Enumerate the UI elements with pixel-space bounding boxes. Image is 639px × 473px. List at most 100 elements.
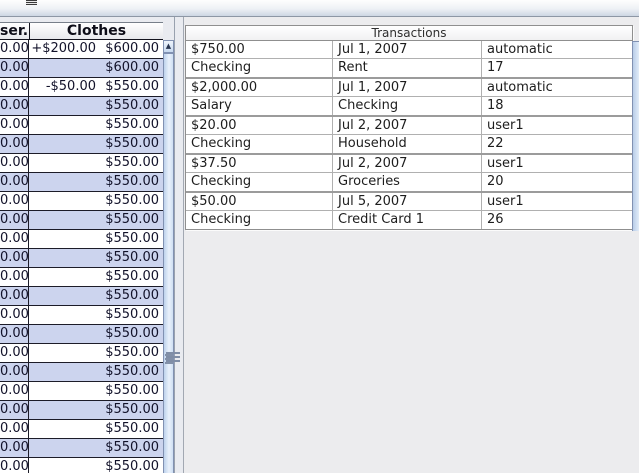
date-cell: Jul 2, 2007 — [333, 117, 482, 134]
budget-row[interactable]: 0.00 $550.00 — [0, 154, 163, 173]
budget-row[interactable]: 0.00 $550.00 — [0, 325, 163, 344]
user-amount-cell: 0.00 — [0, 439, 29, 457]
balance-amount: $550.00 — [105, 383, 159, 398]
change-amount — [29, 382, 96, 400]
budget-row[interactable]: 0.00 $550.00 — [0, 211, 163, 230]
left-table-scrollbar[interactable]: ▲ — [163, 40, 174, 473]
entered-by-cell: user1 — [487, 194, 524, 209]
transactions-pane: Transactions $750.00 Jul 1, 2007 automat… — [183, 17, 639, 473]
split-pane-divider[interactable] — [174, 17, 183, 473]
transaction-row-main[interactable]: $50.00 Jul 5, 2007 user1 — [186, 193, 632, 211]
clothes-cell: $550.00 — [29, 230, 163, 248]
number-cell: 26 — [487, 212, 504, 227]
clothes-cell: $550.00 — [29, 135, 163, 153]
transaction-row-detail[interactable]: Salary Checking 18 — [186, 97, 632, 115]
budget-row[interactable]: 0.00 $550.00 — [0, 439, 163, 458]
user-amount-cell: 0.00 — [0, 59, 29, 77]
budget-row[interactable]: 0.00 $550.00 — [0, 344, 163, 363]
amount-cell: $20.00 — [186, 117, 333, 134]
user-amount-cell: 0.00 — [0, 40, 29, 58]
change-amount — [29, 401, 96, 419]
budget-row[interactable]: 0.00 $550.00 — [0, 249, 163, 268]
column-header-clothes[interactable]: Clothes — [66, 23, 127, 39]
user-amount-cell: 0.00 — [0, 154, 29, 172]
balance-amount: $550.00 — [105, 326, 159, 341]
budget-row[interactable]: 0.00 $550.00 — [0, 192, 163, 211]
user-amount-cell: 0.00 — [0, 116, 29, 134]
category-cell: Checking — [333, 97, 482, 115]
user-amount-cell: 0.00 — [0, 97, 29, 115]
change-amount — [29, 211, 96, 229]
budget-row[interactable]: 0.00 $550.00 — [0, 173, 163, 192]
transaction-group: $37.50 Jul 2, 2007 user1 Checking Grocer… — [186, 155, 632, 193]
budget-row[interactable]: 0.00 $550.00 — [0, 135, 163, 154]
account-cell: Checking — [186, 173, 333, 191]
category-cell: Groceries — [333, 173, 482, 191]
transaction-row-main[interactable]: $37.50 Jul 2, 2007 user1 — [186, 155, 632, 173]
entered-by-cell: automatic — [487, 42, 553, 57]
user-amount-cell: 0.00 — [0, 306, 29, 324]
change-amount: -$50.00 — [45, 79, 96, 94]
transaction-row-detail[interactable]: Checking Credit Card 1 26 — [186, 211, 632, 229]
balance-amount: $550.00 — [105, 288, 159, 303]
clothes-cell: $550.00 — [29, 173, 163, 191]
clothes-cell: $550.00 — [29, 287, 163, 305]
user-amount-cell: 0.00 — [0, 173, 29, 191]
scroll-up-button[interactable]: ▲ — [163, 40, 174, 53]
entered-by-cell: automatic — [487, 80, 553, 95]
number-cell: 17 — [487, 60, 504, 75]
budget-row[interactable]: 0.00 $550.00 — [0, 401, 163, 420]
clothes-cell: $550.00 — [29, 154, 163, 172]
user-amount-cell: 0.00 — [0, 287, 29, 305]
clothes-cell: $550.00 — [29, 116, 163, 134]
balance-amount: $550.00 — [105, 459, 159, 473]
budget-row[interactable]: 0.00 $550.00 — [0, 230, 163, 249]
category-cell: Household — [333, 135, 482, 153]
account-cell: Checking — [186, 59, 333, 77]
budget-row[interactable]: 0.00 $550.00 — [0, 420, 163, 439]
change-amount — [29, 230, 96, 248]
budget-row[interactable]: 0.00 $600.00 — [0, 59, 163, 78]
scrollbar-thumb[interactable] — [163, 53, 174, 473]
user-amount-cell: 0.00 — [0, 401, 29, 419]
balance-amount: $550.00 — [105, 421, 159, 436]
change-amount — [29, 420, 96, 438]
account-cell: Checking — [186, 135, 333, 153]
budget-row[interactable]: 0.00 $550.00 — [0, 363, 163, 382]
clothes-cell: $550.00 — [29, 268, 163, 286]
divider-grip-icon — [166, 352, 180, 362]
change-amount — [29, 363, 96, 381]
transaction-row-detail[interactable]: Checking Rent 17 — [186, 59, 632, 77]
budget-row[interactable]: 0.00 +$200.00 $600.00 — [0, 40, 163, 59]
transaction-row-main[interactable]: $750.00 Jul 1, 2007 automatic — [186, 41, 632, 59]
budget-row[interactable]: 0.00 $550.00 — [0, 116, 163, 135]
entered-by-cell: user1 — [487, 118, 524, 133]
column-header-user[interactable]: ser... — [0, 23, 30, 39]
transaction-row-main[interactable]: $2,000.00 Jul 1, 2007 automatic — [186, 79, 632, 97]
clothes-cell: $550.00 — [29, 192, 163, 210]
transactions-scrollbar[interactable] — [632, 41, 639, 231]
budget-row[interactable]: 0.00 $550.00 — [0, 97, 163, 116]
budget-row[interactable]: 0.00 $550.00 — [0, 268, 163, 287]
budget-row[interactable]: 0.00 $550.00 — [0, 287, 163, 306]
budget-row[interactable]: 0.00 -$50.00 $550.00 — [0, 78, 163, 97]
budget-row[interactable]: 0.00 $550.00 — [0, 306, 163, 325]
change-amount — [29, 116, 96, 134]
change-amount — [29, 135, 96, 153]
transaction-row-detail[interactable]: Checking Household 22 — [186, 135, 632, 153]
category-cell: Rent — [333, 59, 482, 77]
budget-row[interactable]: 0.00 $550.00 — [0, 458, 163, 473]
transaction-row-main[interactable]: $20.00 Jul 2, 2007 user1 — [186, 117, 632, 135]
user-amount-cell: 0.00 — [0, 325, 29, 343]
budget-row[interactable]: 0.00 $550.00 — [0, 382, 163, 401]
transactions-table: $750.00 Jul 1, 2007 automatic Checking R… — [186, 41, 632, 229]
balance-amount: $550.00 — [105, 98, 159, 113]
clothes-cell: -$50.00 $550.00 — [29, 78, 163, 96]
account-cell: Checking — [186, 211, 333, 229]
amount-cell: $2,000.00 — [186, 79, 333, 96]
transaction-row-detail[interactable]: Checking Groceries 20 — [186, 173, 632, 191]
change-amount: +$200.00 — [31, 41, 96, 56]
change-amount — [29, 192, 96, 210]
balance-amount: $550.00 — [105, 231, 159, 246]
clothes-cell: $550.00 — [29, 458, 163, 473]
